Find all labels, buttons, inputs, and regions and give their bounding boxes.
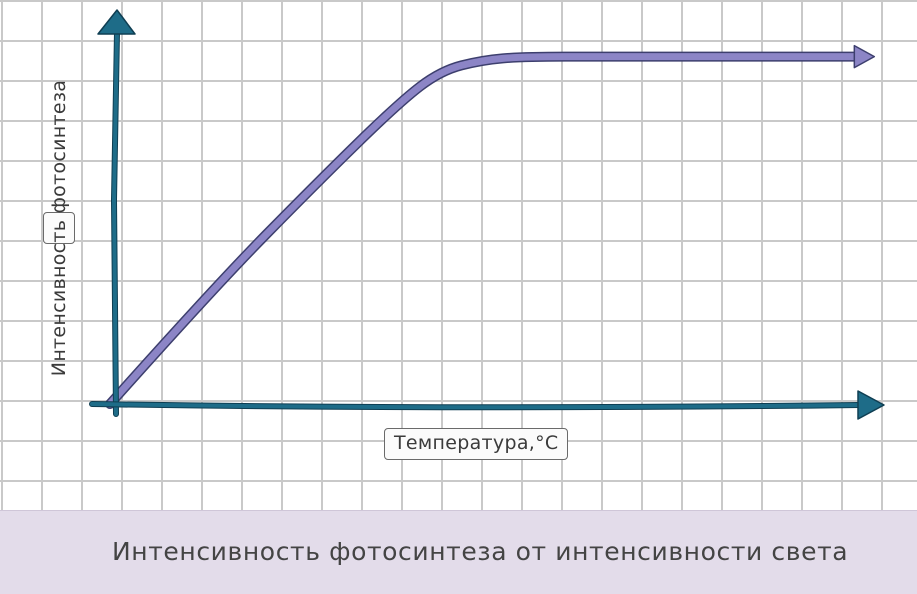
y-axis-label: Интенсивность фотосинтеза <box>43 80 75 376</box>
y-axis-arrowhead <box>97 9 136 35</box>
x-axis-line <box>90 402 862 410</box>
y-axis-line <box>111 30 119 416</box>
series-line-0 <box>106 53 858 408</box>
series-line-outline-0 <box>105 51 860 409</box>
chart-marks <box>89 9 885 420</box>
x-axis-label: Температура,°С <box>384 428 569 460</box>
chart-svg <box>89 9 885 420</box>
caption-bar: Интенсивность фотосинтеза от интенсивнос… <box>0 510 917 594</box>
plot-area: Интенсивность фотосинтеза Температура,°С <box>0 0 917 510</box>
series-arrowhead-0 <box>853 44 876 69</box>
x-axis-arrowhead <box>857 390 885 420</box>
y-axis-label-text: Интенсивность фотосинтеза <box>48 79 70 377</box>
chart-title: Интенсивность фотосинтеза от интенсивнос… <box>112 537 849 566</box>
